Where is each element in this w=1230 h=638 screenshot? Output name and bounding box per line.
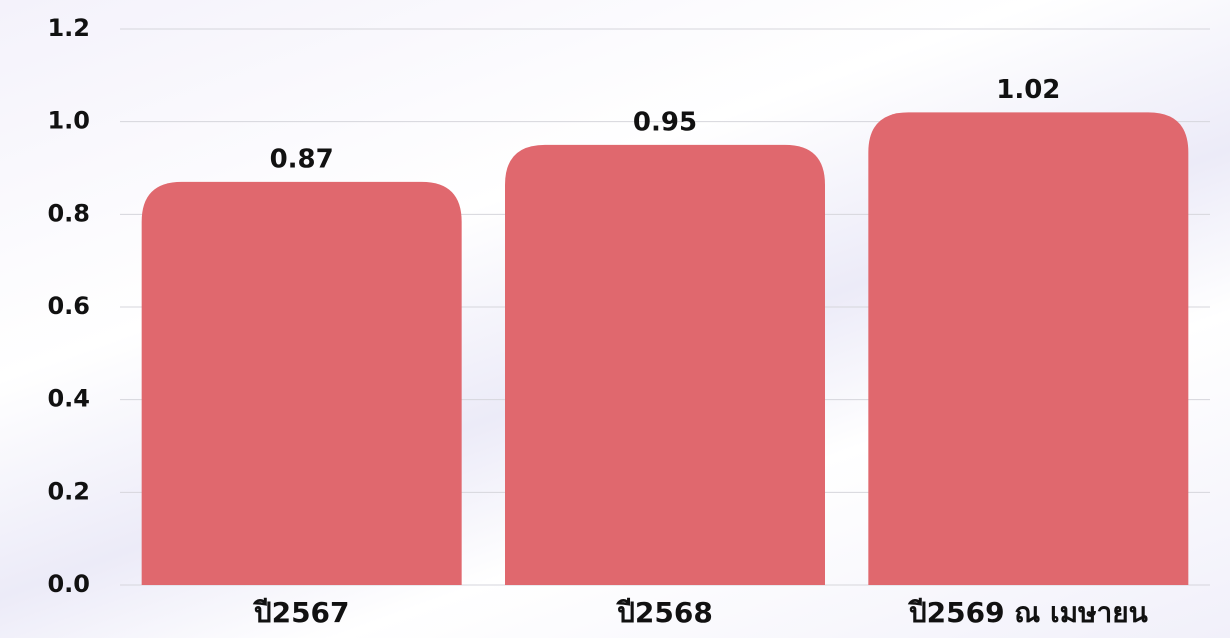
y-tick-label: 0.6 (47, 292, 90, 320)
bar (505, 144, 825, 586)
bar (868, 112, 1189, 586)
y-tick-label: 1.2 (47, 14, 90, 42)
y-tick-label: 0.0 (47, 570, 90, 598)
y-tick-label: 0.8 (47, 199, 90, 227)
y-tick-label: 0.4 (47, 385, 90, 413)
x-tick-label: ปี2569 ณ เมษายน (907, 596, 1148, 629)
value-label: 0.87 (270, 144, 334, 174)
x-tick-label: ปี2568 (615, 596, 713, 629)
x-tick-label: ปี2567 (252, 596, 350, 629)
y-tick-label: 1.0 (47, 107, 90, 135)
y-tick-label: 0.2 (47, 477, 90, 505)
bar (141, 181, 462, 585)
value-label: 1.02 (996, 75, 1060, 105)
value-label: 0.95 (633, 107, 697, 137)
